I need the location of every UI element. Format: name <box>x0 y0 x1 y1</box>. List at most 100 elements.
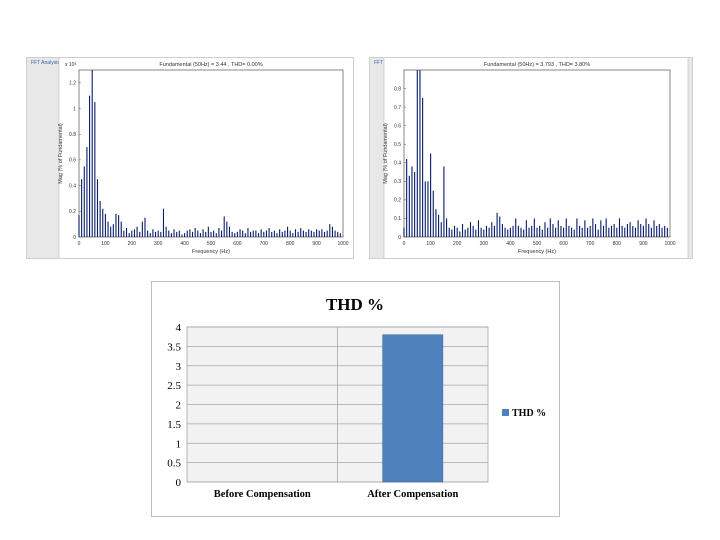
fft-left-header: Fundamental (50Hz) = 3.44 , THD= 0.00% <box>159 62 262 68</box>
fft-right-bar <box>416 70 418 237</box>
fft-left-bar <box>141 221 143 237</box>
fft-right-bar <box>650 227 652 237</box>
fft-right-ytick-label: 0.8 <box>394 86 401 92</box>
fft-right-bar <box>517 225 519 237</box>
fft-left-bar <box>221 230 223 237</box>
fft-panel-right: FFT Analysis Fundamental (50Hz) = 3.793 … <box>369 57 693 259</box>
fft-left-bar <box>339 233 341 237</box>
fft-left-bar <box>86 147 88 237</box>
fft-right-xtick-label: 700 <box>586 241 595 247</box>
fft-left-bar <box>226 221 228 237</box>
fft-left-bar <box>279 229 281 237</box>
fft-left-bar <box>207 226 209 237</box>
fft-right-bar <box>642 225 644 237</box>
fft-right-bar <box>600 220 602 237</box>
fft-right-bar <box>438 214 440 237</box>
fft-right-bar <box>568 225 570 237</box>
fft-right-bar <box>419 70 421 237</box>
fft-right-bar <box>632 225 634 237</box>
thd-bar <box>382 334 444 483</box>
fft-left-bar <box>318 230 320 237</box>
fft-right-xtick-label: 800 <box>613 241 622 247</box>
fft-right-bar <box>536 227 538 237</box>
fft-right-bar <box>531 225 533 237</box>
fft-left-bar <box>255 230 257 237</box>
fft-right-bar <box>573 229 575 237</box>
fft-right-bar <box>435 209 437 237</box>
fft-right-bar <box>414 172 416 237</box>
fft-right-bar <box>605 218 607 237</box>
fft-right-ytick-label: 0.2 <box>394 198 401 204</box>
fft-left-bar <box>194 228 196 237</box>
fft-right-xtick-label: 300 <box>480 241 489 247</box>
fft-left-bar <box>199 233 201 237</box>
fft-left-bar <box>168 230 170 237</box>
fft-right-bar <box>549 218 551 237</box>
fft-right-xtick-label: 500 <box>533 241 542 247</box>
fft-right-bar <box>541 229 543 237</box>
fft-left-xtick-label: 300 <box>154 241 163 247</box>
fft-left-bar <box>118 215 120 237</box>
fft-right-bar <box>624 227 626 237</box>
fft-right-bar <box>629 222 631 237</box>
fft-left-bar <box>157 230 159 237</box>
fft-left-bar <box>244 233 246 237</box>
fft-left-bar <box>128 233 130 237</box>
fft-right-bar <box>552 224 554 237</box>
fft-left-bar <box>276 233 278 237</box>
fft-right-bar <box>597 229 599 237</box>
fft-right-bar <box>613 224 615 237</box>
fft-left-bar <box>181 234 183 237</box>
fft-left-bar <box>223 216 225 237</box>
fft-left-bar <box>131 230 133 237</box>
fft-right-bar <box>523 229 525 237</box>
thd-ytick-label: 4 <box>176 322 182 334</box>
fft-left-bar <box>215 233 217 237</box>
fft-left-xtick-label: 800 <box>286 241 295 247</box>
fft-left-bar <box>133 229 135 237</box>
fft-left-bar <box>257 233 260 237</box>
fft-right-bar <box>440 222 442 237</box>
fft-left-xtick-label: 200 <box>128 241 137 247</box>
fft-right-xtick-label: 100 <box>426 241 435 247</box>
fft-right-bar <box>589 225 591 237</box>
fft-left-bar <box>184 233 186 237</box>
fft-right-bar <box>621 225 623 237</box>
fft-right-bar <box>634 227 636 237</box>
fft-left-ytick-label: 1.2 <box>69 81 76 87</box>
fft-right-xlabel: Frequency (Hz) <box>518 249 556 255</box>
fft-right-bar <box>626 224 628 237</box>
fft-left-bar <box>186 230 188 237</box>
fft-left-bar <box>178 230 180 237</box>
thd-ytick-label: 3.5 <box>167 341 181 353</box>
fft-left-bar <box>252 230 254 237</box>
fft-left-bar <box>112 224 114 237</box>
fft-left-bar <box>273 230 275 237</box>
fft-left-bar <box>284 230 286 237</box>
fft-right-bar <box>446 218 448 237</box>
fft-right-bar <box>645 218 647 237</box>
fft-right-ytick-label: 0.1 <box>394 216 401 222</box>
fft-left-bar <box>205 231 207 237</box>
fft-left-axes-box <box>78 69 344 238</box>
fft-right-bar <box>499 216 501 237</box>
fft-left-xtick-label: 500 <box>207 241 216 247</box>
thd-chart: THD % 0 0.5 1 1.5 2 2.5 3 3.5 4 Before Compensatio… <box>167 295 546 500</box>
fft-left-ytick-label: 0.4 <box>69 183 76 189</box>
thd-ytick-label: 2.5 <box>167 380 181 392</box>
fft-left-bar <box>144 217 146 237</box>
fft-left-bar <box>236 231 238 237</box>
fft-left-xtick-label: 900 <box>312 241 321 247</box>
fft-right-bar <box>608 227 610 237</box>
fft-left-xtick-label: 700 <box>260 241 269 247</box>
fft-right-bar <box>515 218 517 237</box>
fft-left-bar <box>94 102 96 237</box>
fft-right-bar <box>493 225 495 237</box>
fft-right-bar <box>469 222 472 237</box>
fft-left-ytick-label: 1 <box>73 106 76 112</box>
fft-left-exponent: x 10³ <box>65 62 76 68</box>
thd-category-label: After Compensation <box>367 489 458 500</box>
fft-right-bar <box>491 222 493 237</box>
fft-left-bar <box>260 229 262 237</box>
fft-left-bar <box>176 231 178 237</box>
